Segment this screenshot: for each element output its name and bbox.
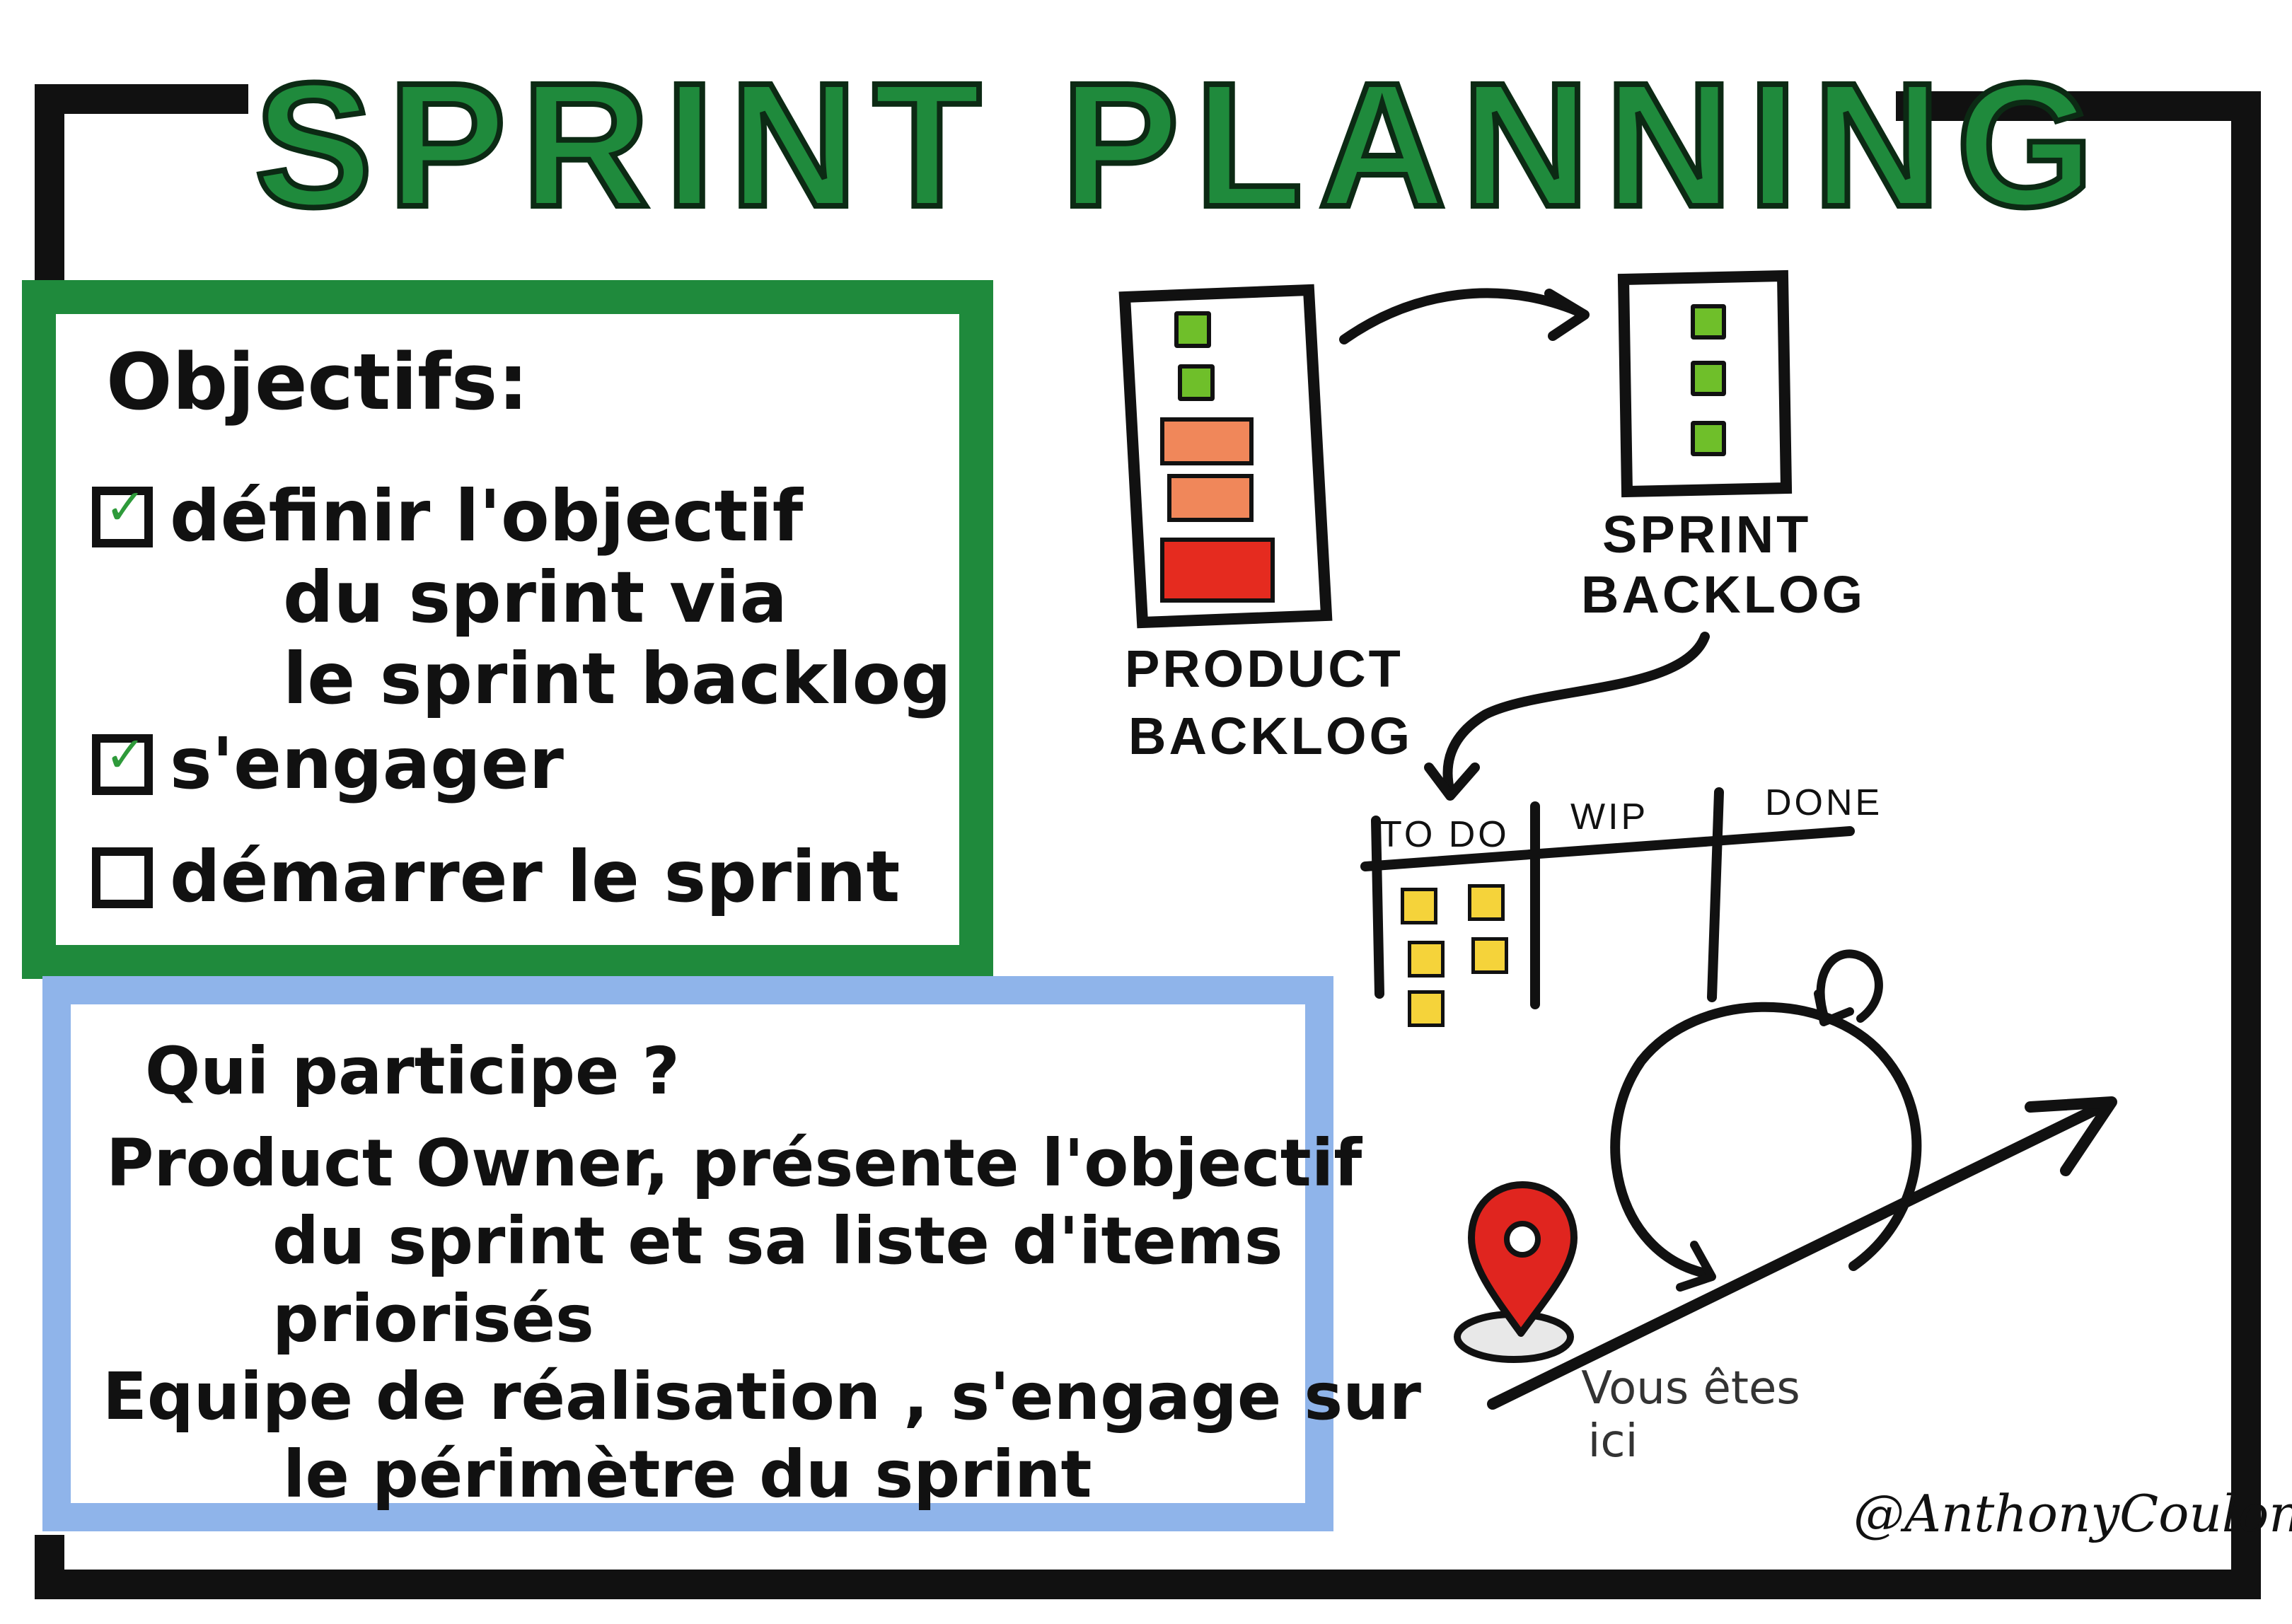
objective-item-2-line-1: s'engager (170, 722, 564, 805)
participants-line-3: priorisés (272, 1281, 594, 1357)
participants-line-4: Equipe de réalisation , s'engage sur (103, 1359, 1421, 1434)
product-backlog-item (1174, 311, 1211, 348)
participants-line-1: Product Owner, présente l'objectif (106, 1125, 1362, 1201)
arrow-to-board (1442, 632, 1710, 797)
product-backlog-item (1178, 364, 1215, 401)
checkbox-unchecked-icon (92, 847, 153, 908)
arrow-to-sprint-backlog (1339, 288, 1582, 344)
product-backlog-label-line-2: BACKLOG (1128, 707, 1413, 765)
iteration-loop (1610, 1002, 1922, 1278)
iteration-loop-head (1676, 1241, 1716, 1292)
outer-frame (35, 84, 248, 287)
arrow-to-sprint-backlog-head (1544, 289, 1590, 341)
location-label-line-1: Vous êtes (1581, 1362, 1800, 1415)
sprint-backlog-item (1691, 361, 1726, 396)
checkbox-checked-icon: ✓ (92, 730, 153, 795)
sticky-note (1408, 941, 1445, 978)
product-backlog-label-line-1: PRODUCT (1125, 639, 1403, 698)
objective-item-3-line-1: démarrer le sprint (170, 835, 901, 918)
product-backlog-item (1160, 417, 1254, 465)
sprint-backlog-item (1691, 304, 1726, 340)
participants-line-2: du sprint et sa liste d'items (272, 1203, 1283, 1279)
arrow-to-board-head (1424, 762, 1480, 801)
participants-question: Qui participe ? (145, 1033, 680, 1109)
sprint-backlog-label-line-1: SPRINT (1602, 505, 1812, 564)
sticky-note (1471, 937, 1508, 974)
sticky-note (1401, 888, 1437, 924)
small-loop-head (1814, 990, 1854, 1026)
checkbox-checked-icon: ✓ (92, 482, 153, 547)
location-pin (1468, 1181, 1578, 1337)
location-label-line-2: ici (1587, 1415, 1638, 1468)
sprint-backlog-label-line-2: BACKLOG (1581, 565, 1866, 624)
sticky-note (1408, 990, 1445, 1027)
board-col-line-3 (1707, 787, 1724, 1002)
author-signature: @AnthonyCoulon (1853, 1484, 2292, 1543)
progress-line (1487, 1098, 2114, 1410)
outer-frame-right (35, 91, 2261, 1599)
location-pin-hole (1504, 1221, 1541, 1258)
page-title: SPRINT PLANNING (252, 43, 2109, 246)
objectives-heading: Objectifs: (106, 337, 529, 427)
board-column-done: DONE (1765, 782, 1883, 823)
product-backlog-item (1160, 538, 1275, 603)
sticky-note (1468, 884, 1505, 921)
board-col-line-1 (1371, 816, 1384, 999)
board-column-wip: WIP (1570, 796, 1649, 837)
board-header-line (1360, 826, 1855, 871)
objective-item-1-line-3: le sprint backlog (283, 637, 951, 720)
objective-item-1-line-1: définir l'objectif (170, 475, 804, 557)
objectives-frame (22, 280, 993, 979)
sprint-backlog-item (1691, 421, 1726, 456)
participants-line-5: le périmètre du sprint (283, 1437, 1092, 1512)
progress-arrow-head (2025, 1096, 2117, 1176)
board-column-todo: TO DO (1379, 814, 1510, 855)
objective-item-1-line-2: du sprint via (283, 556, 788, 639)
participants-frame (42, 976, 1333, 1531)
product-backlog-item (1167, 474, 1254, 522)
small-loop (1816, 949, 1883, 1023)
